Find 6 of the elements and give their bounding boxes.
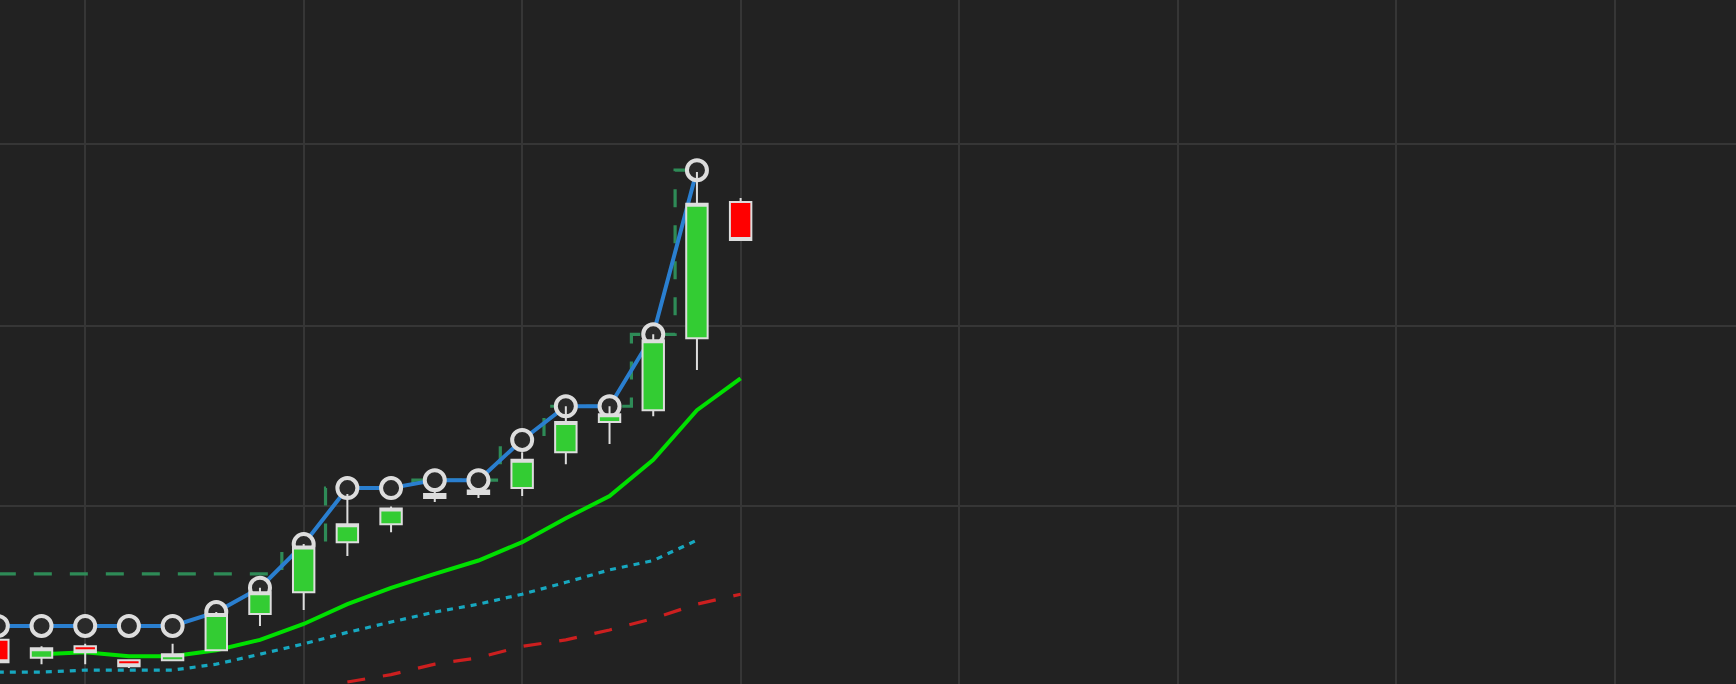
candlestick (117, 659, 141, 670)
candlestick (73, 642, 97, 666)
candlestick (728, 196, 753, 242)
candlestick (379, 505, 403, 534)
candlestick (160, 642, 185, 662)
candlestick (29, 645, 54, 666)
